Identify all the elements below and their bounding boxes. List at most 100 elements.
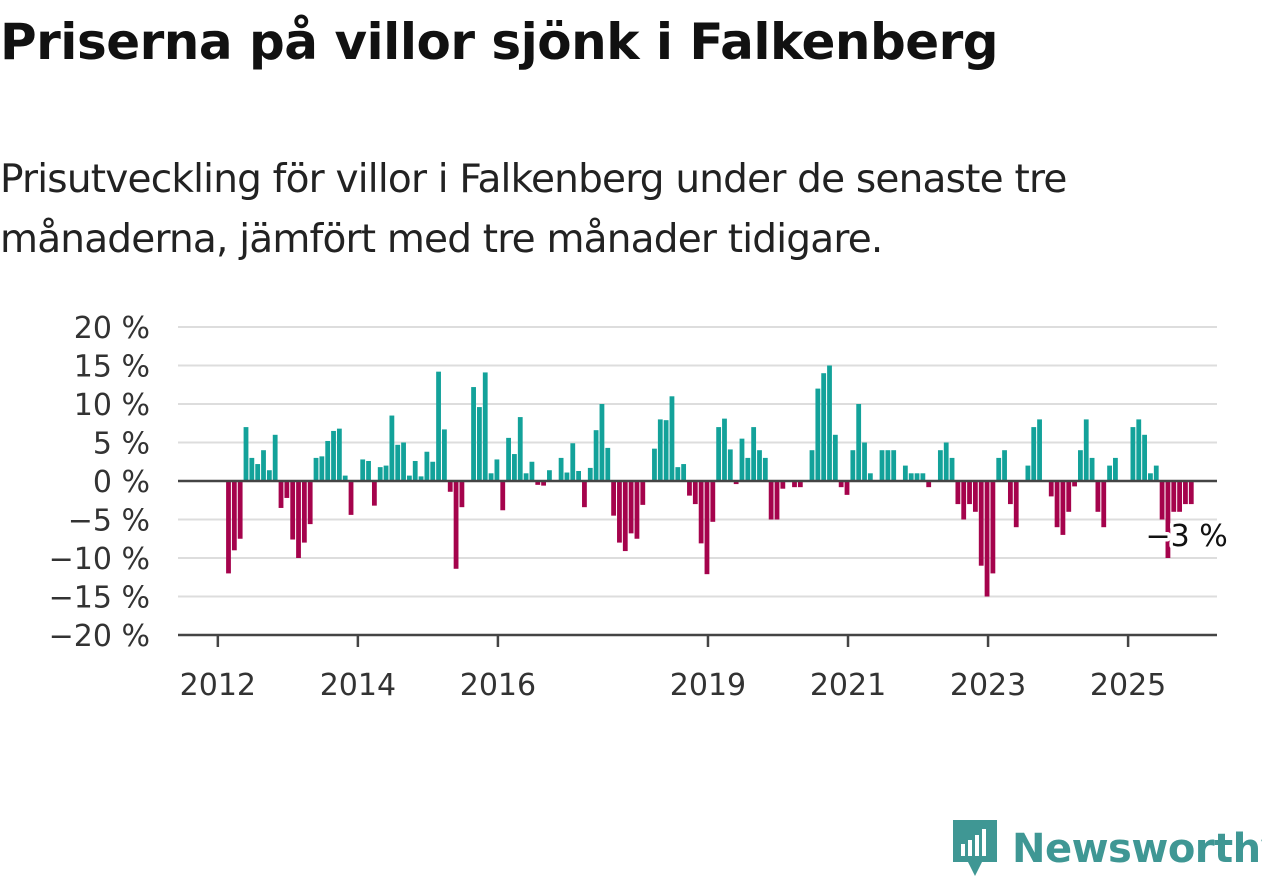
bar — [447, 481, 453, 492]
bar — [231, 481, 237, 551]
x-axis-tick-labels: 2012 2014 2016 2019 2021 2023 2025 — [180, 668, 1167, 703]
y-tick-label: −5 % — [68, 504, 150, 539]
bar — [1171, 481, 1177, 512]
bar — [1130, 427, 1136, 481]
bar — [739, 438, 745, 481]
bar — [290, 481, 296, 540]
bar — [652, 448, 657, 481]
bar — [984, 481, 990, 597]
bar — [342, 475, 348, 481]
bar — [442, 429, 447, 481]
bar — [570, 443, 576, 481]
bar — [512, 454, 517, 481]
bar — [319, 456, 325, 481]
bar — [832, 434, 838, 481]
bar — [1136, 419, 1142, 481]
bar — [284, 481, 290, 498]
bar — [996, 457, 1002, 481]
bar — [1002, 450, 1007, 481]
bar — [704, 481, 710, 575]
bar — [1101, 481, 1107, 528]
bar — [990, 481, 996, 574]
y-tick-label: 0 % — [93, 465, 150, 500]
bar — [1153, 465, 1159, 481]
bar — [535, 481, 541, 485]
bar — [547, 470, 552, 481]
bar — [506, 437, 511, 481]
newsworthy-logo: Newsworthy — [950, 818, 1262, 880]
bar — [611, 481, 617, 516]
bar — [885, 450, 891, 481]
bar — [255, 464, 261, 481]
bar — [459, 481, 465, 508]
bar — [587, 467, 593, 481]
x-tick-label: 2016 — [460, 668, 536, 703]
bar — [599, 404, 605, 481]
bar — [226, 481, 231, 574]
bar — [477, 407, 482, 481]
bar — [809, 450, 815, 481]
page-subtitle: Prisutveckling för villor i Falkenberg u… — [0, 157, 1067, 262]
y-axis-tick-labels: 20 % 15 %10 % 5 %0 % −5 %−10 % −15 %−20 % — [49, 311, 150, 654]
bar — [482, 372, 488, 481]
x-tick-label: 2023 — [950, 668, 1026, 703]
bar — [296, 481, 301, 558]
bar — [331, 430, 336, 481]
bar — [967, 481, 972, 505]
bar — [471, 387, 476, 481]
bar — [710, 481, 716, 522]
bar — [844, 481, 850, 495]
bar — [1013, 481, 1019, 528]
bar — [243, 427, 249, 481]
bar — [564, 472, 570, 481]
bar — [529, 461, 535, 481]
bar — [261, 450, 266, 481]
bar — [687, 481, 692, 496]
bar — [1188, 481, 1194, 505]
grid-lines — [178, 326, 1217, 598]
last-value-annotation: −3 % — [1145, 519, 1227, 554]
bar — [692, 481, 698, 505]
bar — [926, 481, 932, 488]
bar — [856, 404, 862, 481]
bar — [774, 481, 780, 520]
x-tick-label: 2014 — [320, 668, 396, 703]
y-tick-label: −15 % — [49, 581, 150, 616]
bar — [815, 388, 821, 481]
bar — [1089, 457, 1095, 481]
y-tick-label: 15 % — [74, 350, 150, 385]
bar — [669, 396, 675, 481]
bar — [727, 449, 733, 481]
bar — [576, 470, 581, 481]
bar — [914, 473, 920, 481]
bar — [436, 371, 441, 481]
bar — [862, 442, 867, 481]
bar — [891, 450, 897, 481]
bar — [838, 481, 844, 488]
bar — [1007, 481, 1013, 505]
bar — [628, 481, 634, 534]
bar — [1048, 481, 1054, 497]
bar — [1148, 473, 1153, 481]
bar — [1083, 419, 1089, 481]
bar — [827, 365, 832, 481]
bar — [1066, 481, 1072, 512]
x-tick-label: 2019 — [670, 668, 746, 703]
bar — [266, 470, 272, 481]
bar — [1054, 481, 1060, 528]
bar — [961, 481, 967, 520]
bar — [762, 457, 768, 481]
bar — [1107, 465, 1112, 481]
bar — [745, 457, 751, 481]
bar — [249, 457, 255, 481]
bar — [955, 481, 961, 505]
bar — [634, 481, 640, 539]
bar — [792, 481, 797, 488]
bar — [517, 417, 523, 481]
bar — [1078, 450, 1083, 481]
bar — [1177, 481, 1182, 512]
bar — [424, 451, 430, 481]
y-tick-label: 5 % — [93, 427, 150, 462]
bar — [406, 475, 412, 481]
bar — [301, 481, 307, 543]
